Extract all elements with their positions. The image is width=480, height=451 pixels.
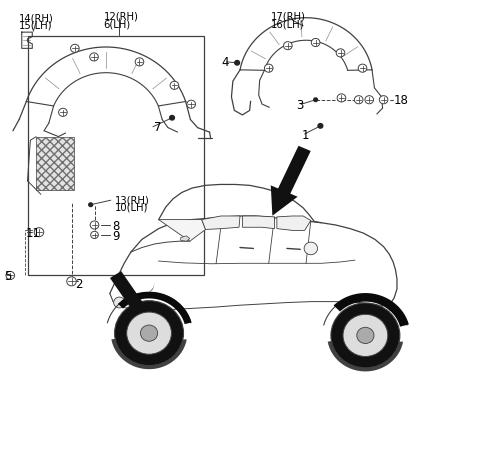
Circle shape bbox=[135, 59, 144, 67]
Text: 3: 3 bbox=[297, 98, 304, 111]
Circle shape bbox=[114, 298, 125, 308]
Polygon shape bbox=[180, 236, 190, 242]
Circle shape bbox=[357, 327, 374, 344]
Text: 7: 7 bbox=[154, 121, 161, 134]
Text: 13(RH): 13(RH) bbox=[115, 195, 149, 205]
Circle shape bbox=[121, 299, 131, 308]
Circle shape bbox=[90, 54, 98, 62]
Text: 1: 1 bbox=[301, 129, 309, 142]
Polygon shape bbox=[158, 220, 205, 242]
Polygon shape bbox=[334, 294, 409, 327]
Text: 14(RH): 14(RH) bbox=[19, 14, 54, 23]
Text: 8: 8 bbox=[112, 220, 120, 233]
Polygon shape bbox=[131, 308, 159, 338]
Polygon shape bbox=[272, 147, 311, 207]
Circle shape bbox=[318, 124, 323, 129]
Text: 9: 9 bbox=[112, 230, 120, 242]
Circle shape bbox=[71, 45, 79, 53]
Text: 5: 5 bbox=[4, 269, 12, 282]
Polygon shape bbox=[111, 339, 187, 369]
Text: 16(LH): 16(LH) bbox=[271, 19, 305, 29]
Circle shape bbox=[6, 272, 14, 280]
Bar bbox=[28, 37, 204, 276]
Circle shape bbox=[314, 99, 318, 102]
Circle shape bbox=[358, 65, 367, 73]
Polygon shape bbox=[271, 186, 298, 216]
Bar bbox=[36, 138, 74, 190]
Circle shape bbox=[383, 303, 392, 312]
Circle shape bbox=[127, 313, 171, 354]
Circle shape bbox=[343, 315, 388, 357]
Polygon shape bbox=[141, 283, 155, 299]
Circle shape bbox=[91, 232, 98, 239]
Circle shape bbox=[90, 221, 99, 230]
Circle shape bbox=[336, 50, 345, 58]
Circle shape bbox=[337, 95, 346, 103]
Circle shape bbox=[187, 101, 195, 109]
Polygon shape bbox=[118, 292, 192, 324]
Circle shape bbox=[312, 39, 320, 47]
Text: 15(LH): 15(LH) bbox=[19, 21, 52, 31]
Polygon shape bbox=[110, 272, 157, 330]
Circle shape bbox=[59, 109, 67, 117]
Text: 2: 2 bbox=[75, 277, 83, 290]
Polygon shape bbox=[277, 216, 311, 231]
Text: 11: 11 bbox=[25, 226, 41, 239]
Circle shape bbox=[284, 42, 292, 51]
Polygon shape bbox=[202, 216, 240, 230]
Circle shape bbox=[34, 228, 44, 237]
Text: 12(RH): 12(RH) bbox=[104, 12, 138, 22]
Circle shape bbox=[89, 203, 93, 207]
Circle shape bbox=[141, 325, 157, 341]
Circle shape bbox=[354, 97, 363, 105]
Text: 17(RH): 17(RH) bbox=[271, 12, 306, 22]
Circle shape bbox=[169, 116, 174, 121]
Text: 6(LH): 6(LH) bbox=[104, 19, 131, 29]
Circle shape bbox=[379, 97, 388, 105]
Circle shape bbox=[304, 243, 318, 255]
Circle shape bbox=[67, 277, 76, 286]
Polygon shape bbox=[328, 341, 403, 372]
Polygon shape bbox=[242, 216, 275, 229]
Circle shape bbox=[331, 303, 400, 368]
Text: 18: 18 bbox=[394, 94, 409, 107]
Circle shape bbox=[115, 301, 183, 366]
Circle shape bbox=[235, 61, 240, 66]
Circle shape bbox=[170, 82, 179, 90]
Circle shape bbox=[264, 65, 273, 73]
Circle shape bbox=[365, 97, 373, 105]
Text: 4: 4 bbox=[222, 56, 229, 69]
Text: 10(LH): 10(LH) bbox=[115, 202, 148, 212]
